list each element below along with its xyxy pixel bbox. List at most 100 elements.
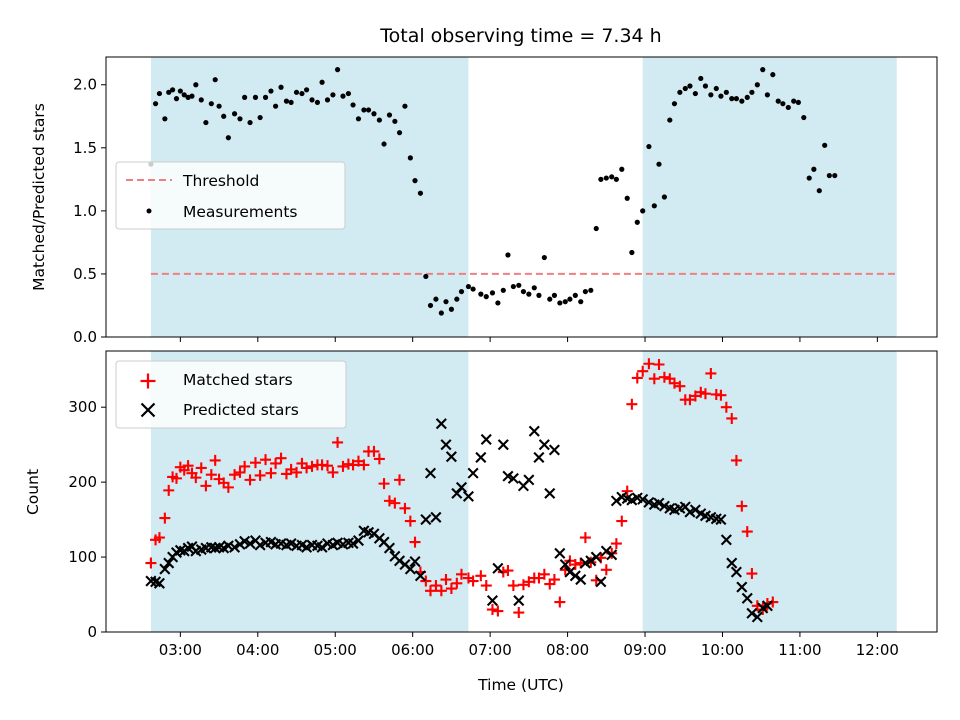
measurement-point <box>288 99 294 106</box>
measurement-point <box>257 114 263 121</box>
x-axis-ticks-bottom: 03:00 04:00 05:00 06:00 07:00 08:00 09:00 10:00… <box>159 632 899 659</box>
predicted-stars-point <box>347 538 359 550</box>
measurement-point <box>371 111 377 117</box>
measurement-point <box>619 166 625 172</box>
matched-stars-point <box>600 564 612 576</box>
measurement-point <box>692 90 698 97</box>
matched-stars-point <box>726 412 738 424</box>
predicted-stars-point <box>736 581 748 593</box>
legend-box-bottom <box>115 360 347 429</box>
measurement-point <box>760 67 766 73</box>
matched-stars-point <box>200 480 212 492</box>
predicted-stars-point <box>163 557 175 569</box>
measurement-point <box>713 85 719 92</box>
count-panel: 0 100 200 300 03:00 04:00 05:00 06:00 07:00 08:0… <box>24 350 938 694</box>
measurement-point <box>667 117 673 123</box>
measurement-point <box>237 116 243 122</box>
matched-stars-point <box>715 389 727 401</box>
predicted-stars-point <box>528 425 540 437</box>
measurement-point <box>314 99 321 106</box>
predicted-stars-point <box>564 566 576 578</box>
measurement-point <box>806 175 812 181</box>
predicted-stars-point <box>689 504 701 516</box>
y-axis-ticks-bottom: 0 100 200 300 <box>68 398 106 641</box>
matched-stars-point <box>643 358 655 370</box>
x-tick-label: 12:00 <box>856 641 899 659</box>
measurement-point <box>177 88 183 94</box>
matched-stars-point <box>153 532 165 544</box>
measurement-point <box>661 194 667 200</box>
predicted-stars-point <box>600 545 612 557</box>
predicted-stars-point <box>383 542 395 554</box>
predicted-stars-point <box>393 555 406 567</box>
measurement-point <box>489 290 496 296</box>
measurement-point <box>795 99 801 106</box>
measurement-point <box>478 291 484 297</box>
matched-stars-point <box>205 469 217 481</box>
matched-stars-point <box>399 502 411 514</box>
predicted-stars-point <box>440 439 452 451</box>
measurement-point <box>156 90 163 97</box>
measurement-point <box>729 96 735 102</box>
predicted-stars-point <box>751 611 763 623</box>
y-axis-label-bottom: Count <box>24 469 42 515</box>
measurement-point <box>262 94 269 100</box>
predicted-stars-point <box>475 451 487 463</box>
predicted-stars-point <box>153 577 165 589</box>
predicted-stars-point <box>435 418 447 430</box>
chart-title: Total observing time = 7.34 h <box>379 25 661 47</box>
measurement-point <box>340 93 346 99</box>
measurement-point <box>526 291 532 297</box>
matched-stars-point <box>244 474 256 486</box>
matched-stars-point <box>445 583 457 595</box>
legend-matched-label: Matched stars <box>183 371 293 389</box>
predicted-stars-point <box>637 493 649 505</box>
matched-stars-point <box>265 467 277 479</box>
y-tick-label: 100 <box>68 548 97 566</box>
legend-bottom: Matched stars Predicted stars <box>115 360 347 429</box>
predicted-stars-point <box>455 481 468 493</box>
matched-stars-point <box>741 526 753 538</box>
measurement-point <box>470 286 476 292</box>
predicted-stars-point <box>497 439 509 451</box>
measurement-point <box>609 174 615 180</box>
matched-stars-point <box>373 453 385 465</box>
predicted-stars-point <box>590 551 602 563</box>
predicted-stars-point <box>610 495 622 507</box>
matched-stars-point <box>182 460 194 472</box>
measurement-point <box>483 294 489 300</box>
measurement-point <box>319 79 325 85</box>
matched-stars-point <box>538 568 550 580</box>
predicted-stars-point <box>741 592 753 604</box>
measurement-point <box>212 77 218 83</box>
measurement-point <box>423 273 429 280</box>
counts-layer <box>145 358 779 623</box>
matched-stars-point <box>234 466 246 478</box>
predicted-stars-point <box>559 559 571 571</box>
measurement-point <box>775 98 781 104</box>
measurement-point <box>733 96 740 102</box>
predicted-stars-point <box>595 576 607 588</box>
observing-window-1 <box>642 57 897 337</box>
matched-stars-point <box>548 574 560 586</box>
matched-stars-point <box>222 481 234 493</box>
predicted-stars-point <box>533 451 545 463</box>
plot-frame-bottom <box>105 350 938 633</box>
measurement-point <box>640 208 646 214</box>
measurement-point <box>749 89 755 95</box>
measurement-point <box>309 97 315 103</box>
x-tick-label: 07:00 <box>469 641 512 659</box>
predicted-stars-point <box>569 570 581 582</box>
predicted-stars-point <box>726 557 738 569</box>
measurement-point <box>443 299 449 305</box>
predicted-stars-point <box>715 514 727 526</box>
measurement-point <box>412 178 418 184</box>
matched-stars-point <box>486 604 498 616</box>
measurement-point <box>816 188 822 194</box>
y-tick-label: 0 <box>87 623 97 641</box>
measurement-point <box>350 102 356 108</box>
matched-stars-point <box>430 580 442 592</box>
measurement-point <box>454 296 460 302</box>
matched-stars-point <box>554 596 566 608</box>
